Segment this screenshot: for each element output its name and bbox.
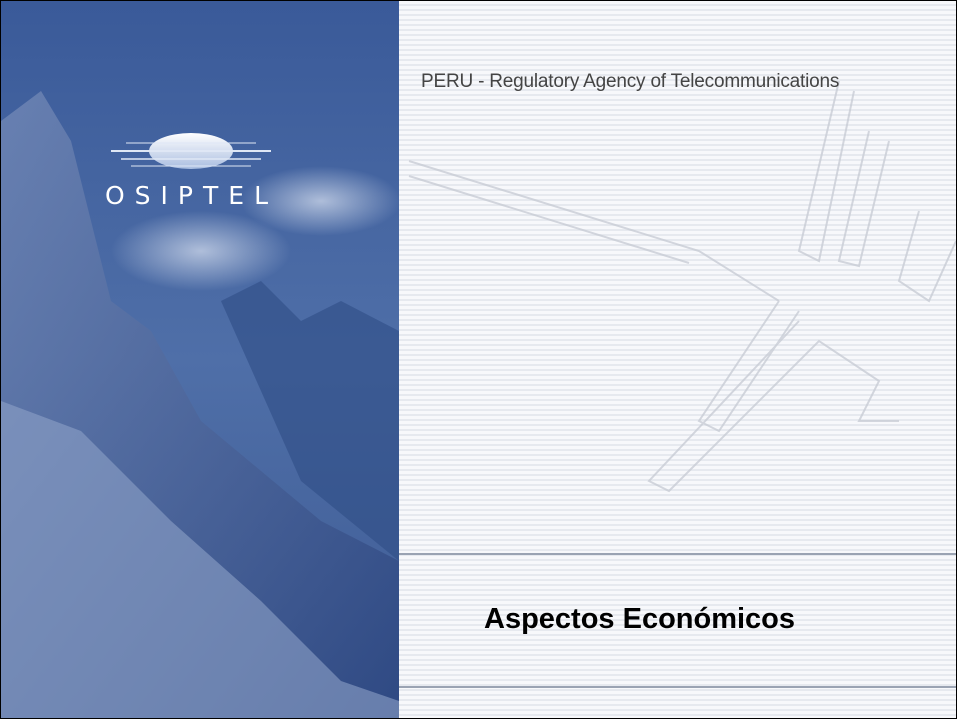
divider — [399, 686, 956, 688]
divider — [399, 553, 956, 555]
cover-photo — [1, 1, 399, 718]
slide-title: Aspectos Económicos — [484, 603, 795, 636]
slide: OSIPTEL PERU - Regulatory Agency of Tele… — [0, 0, 957, 719]
organization-name: PERU - Regulatory Agency of Telecommunic… — [421, 71, 839, 93]
logo-text: OSIPTEL — [105, 181, 278, 210]
